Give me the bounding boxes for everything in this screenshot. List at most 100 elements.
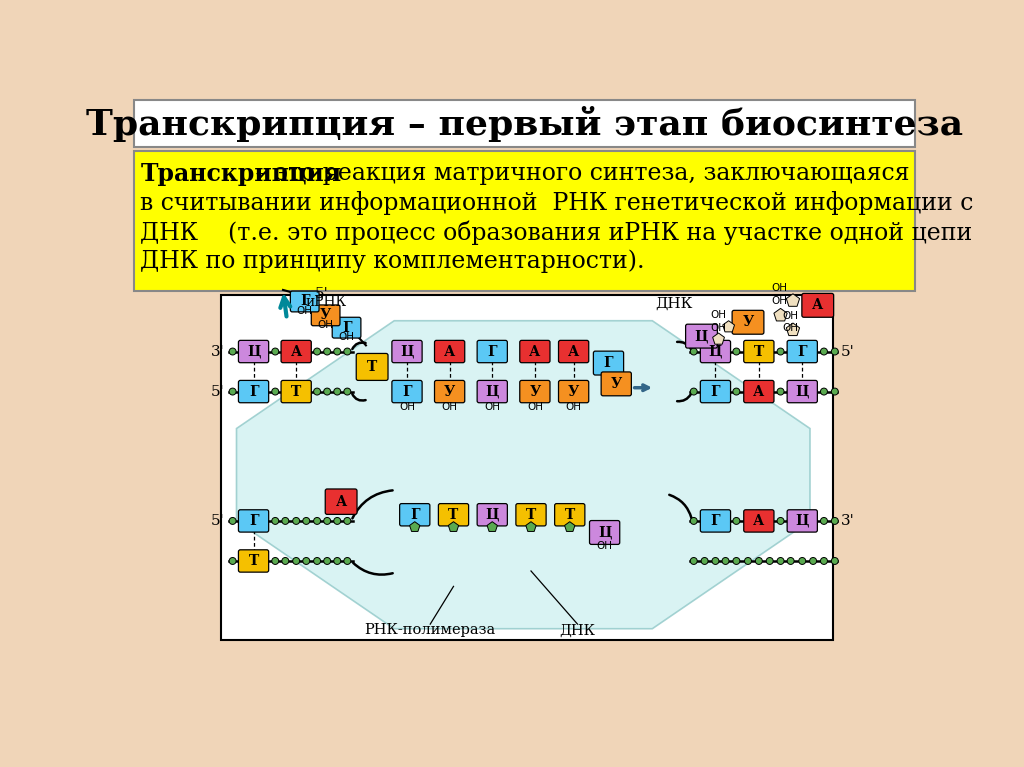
FancyBboxPatch shape	[281, 341, 311, 363]
Circle shape	[690, 348, 697, 355]
FancyBboxPatch shape	[802, 294, 834, 318]
Circle shape	[240, 558, 246, 565]
FancyBboxPatch shape	[392, 380, 422, 403]
Circle shape	[777, 348, 784, 355]
Text: У: У	[319, 308, 331, 322]
Text: А: А	[754, 514, 765, 528]
Text: Ц: Ц	[694, 329, 709, 343]
Circle shape	[787, 518, 795, 525]
Text: 5': 5'	[841, 344, 855, 358]
FancyBboxPatch shape	[787, 380, 817, 403]
FancyBboxPatch shape	[686, 324, 718, 348]
FancyBboxPatch shape	[291, 291, 319, 312]
Text: Г: Г	[711, 384, 720, 399]
Polygon shape	[786, 323, 800, 336]
FancyBboxPatch shape	[743, 341, 774, 363]
Text: ОН: ОН	[771, 282, 787, 293]
Text: ОН: ОН	[782, 311, 799, 321]
Text: Ц: Ц	[485, 384, 499, 399]
Circle shape	[293, 388, 300, 395]
FancyBboxPatch shape	[438, 504, 469, 526]
Text: Ц: Ц	[796, 384, 809, 399]
Circle shape	[250, 518, 257, 525]
Circle shape	[334, 518, 341, 525]
Circle shape	[240, 388, 246, 395]
Circle shape	[701, 518, 708, 525]
Circle shape	[777, 518, 784, 525]
Text: ОН: ОН	[317, 320, 334, 330]
Circle shape	[722, 558, 729, 565]
FancyBboxPatch shape	[743, 380, 774, 403]
Text: – это реакция матричного синтеза, заключающаяся: – это реакция матричного синтеза, заключ…	[248, 162, 909, 185]
Text: 3': 3'	[211, 344, 225, 358]
Circle shape	[756, 558, 762, 565]
Circle shape	[260, 388, 267, 395]
Circle shape	[810, 388, 816, 395]
Circle shape	[271, 518, 279, 525]
Text: ОН: ОН	[297, 306, 312, 316]
Text: У: У	[529, 384, 541, 399]
Circle shape	[787, 388, 795, 395]
Text: Ц: Ц	[247, 344, 260, 358]
Circle shape	[250, 388, 257, 395]
Text: Г: Г	[300, 295, 309, 308]
Circle shape	[250, 558, 257, 565]
Text: Г: Г	[711, 514, 720, 528]
Text: У: У	[568, 384, 580, 399]
Circle shape	[712, 388, 719, 395]
FancyBboxPatch shape	[332, 318, 360, 338]
FancyBboxPatch shape	[700, 380, 730, 403]
Circle shape	[810, 348, 816, 355]
FancyBboxPatch shape	[520, 380, 550, 403]
Text: ДНК    (т.е. это процесс образования иРНК на участке одной цепи: ДНК (т.е. это процесс образования иРНК н…	[140, 221, 973, 245]
Circle shape	[733, 348, 740, 355]
FancyBboxPatch shape	[356, 354, 388, 380]
Circle shape	[324, 518, 331, 525]
Text: ОН: ОН	[711, 324, 727, 334]
Bar	[134, 151, 915, 291]
Circle shape	[344, 518, 351, 525]
Circle shape	[690, 518, 697, 525]
Polygon shape	[723, 321, 734, 332]
Circle shape	[293, 558, 300, 565]
Circle shape	[756, 388, 762, 395]
Text: А: А	[812, 298, 823, 312]
Circle shape	[240, 518, 246, 525]
Text: Г: Г	[402, 384, 412, 399]
Circle shape	[810, 518, 816, 525]
Circle shape	[799, 518, 806, 525]
Text: У: У	[742, 315, 754, 329]
Circle shape	[313, 348, 321, 355]
Circle shape	[799, 558, 806, 565]
Text: Г: Г	[249, 384, 258, 399]
Text: ОН: ОН	[711, 310, 727, 320]
Circle shape	[303, 348, 309, 355]
Text: Г: Г	[342, 321, 351, 334]
Circle shape	[831, 518, 839, 525]
Circle shape	[712, 518, 719, 525]
FancyBboxPatch shape	[558, 380, 589, 403]
Circle shape	[820, 558, 827, 565]
Circle shape	[799, 388, 806, 395]
FancyBboxPatch shape	[326, 489, 357, 515]
Text: Т: Т	[564, 508, 574, 522]
Circle shape	[744, 518, 752, 525]
Circle shape	[777, 558, 784, 565]
Text: ОН: ОН	[565, 402, 582, 412]
Circle shape	[690, 558, 697, 565]
Text: У: У	[610, 377, 622, 391]
Circle shape	[722, 518, 729, 525]
FancyBboxPatch shape	[311, 305, 340, 326]
Polygon shape	[449, 522, 459, 532]
Text: ОН: ОН	[399, 402, 415, 412]
Circle shape	[799, 348, 806, 355]
Circle shape	[733, 388, 740, 395]
Text: Ц: Ц	[400, 344, 414, 358]
Circle shape	[271, 348, 279, 355]
Text: Г: Г	[487, 344, 497, 358]
Text: ОН: ОН	[339, 332, 354, 342]
Circle shape	[271, 388, 279, 395]
FancyBboxPatch shape	[239, 510, 268, 532]
Circle shape	[744, 388, 752, 395]
Circle shape	[690, 388, 697, 395]
